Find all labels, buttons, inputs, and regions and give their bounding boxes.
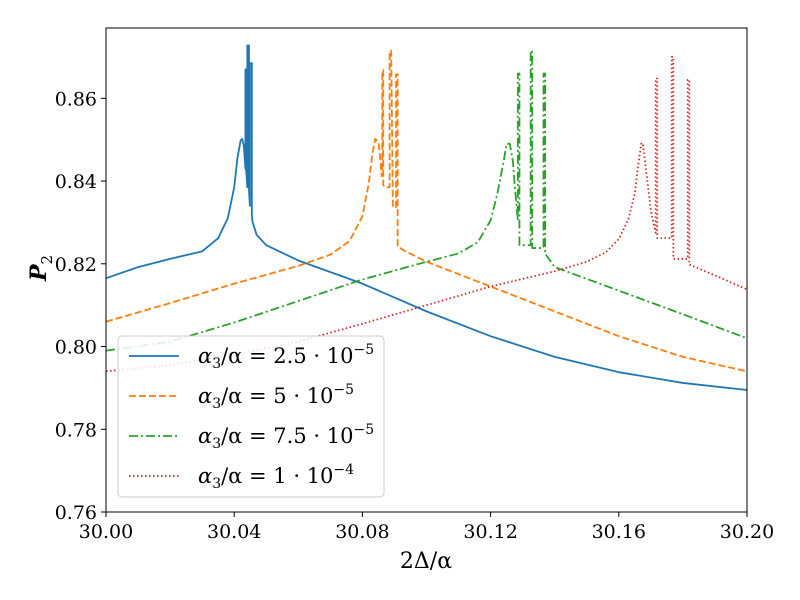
series-line-1 [106,44,747,391]
x-axis: 30.00 30.04 30.08 30.12 30.16 30.20 [79,512,774,543]
legend-label: α3/α = 1 · 10−4 [198,462,354,492]
y-tick-label: 0.84 [55,171,97,193]
legend-entry-3: α3/α = 7.5 · 10−5 [129,422,374,452]
y-tick-label: 0.80 [55,337,97,359]
legend-label: α3/α = 2.5 · 10−5 [198,342,374,372]
legend-frame [117,335,385,498]
plot-frame [105,27,748,513]
x-tick-label: 30.04 [207,521,261,543]
legend-entry-2: α3/α = 5 · 10−5 [129,382,354,412]
y-tick-label: 0.82 [55,254,97,276]
y-tick-label: 0.76 [55,502,97,524]
y-axis-label: P2 [26,255,56,282]
series-layer [106,44,747,391]
y-tick-label: 0.78 [55,419,97,441]
x-axis-label: 2Δ/α [400,549,452,574]
x-tick-label: 30.16 [592,521,646,543]
y-axis: 0.76 0.78 0.80 0.82 0.84 0.86 [55,88,106,524]
legend-label: α3/α = 7.5 · 10−5 [198,422,374,452]
y-tick-label: 0.86 [55,88,97,110]
legend-label: α3/α = 5 · 10−5 [198,382,354,412]
series-line-4 [106,56,747,373]
x-tick-label: 30.08 [335,521,389,543]
y-axis-label-subscript: 2 [38,255,56,265]
series-line-3 [106,49,747,352]
x-tick-label: 30.12 [463,521,517,543]
legend-entry-1: α3/α = 2.5 · 10−5 [129,342,374,372]
legend-entry-4: α3/α = 1 · 10−4 [129,462,354,492]
x-tick-label: 30.00 [79,521,133,543]
x-tick-label: 30.20 [720,521,774,543]
y-axis-label-main: P [26,263,52,282]
series-line-2 [106,49,747,373]
legend: α3/α = 2.5 · 10−5 α3/α = 5 · 10−5 α3/α = 7… [117,335,385,498]
